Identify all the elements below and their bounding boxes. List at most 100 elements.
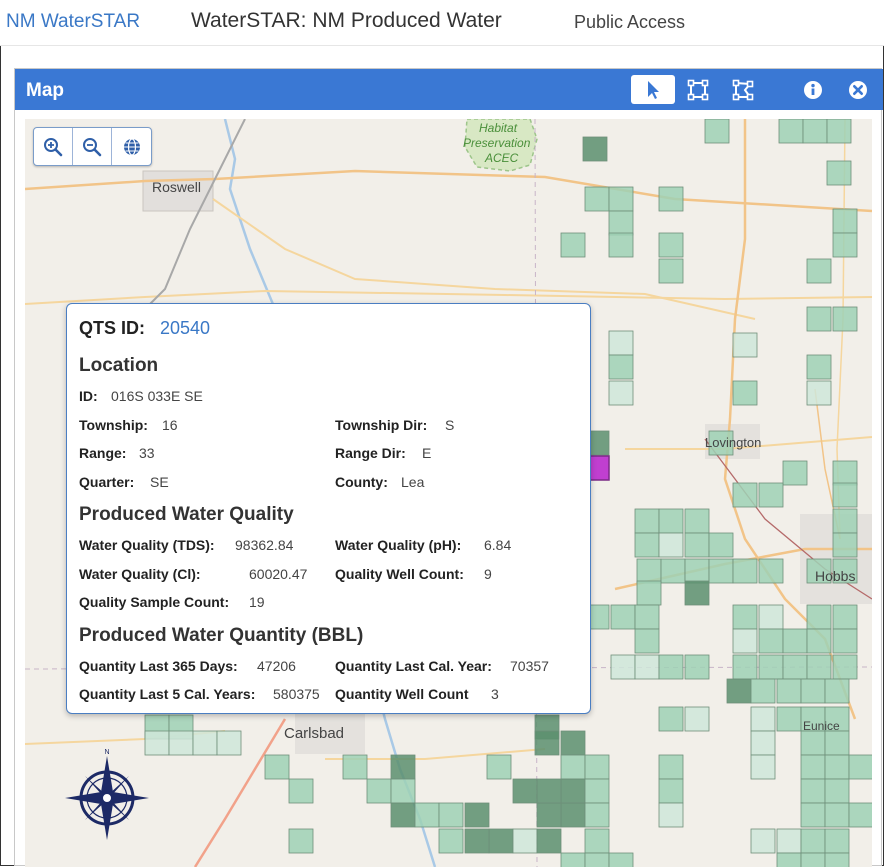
qts-cell[interactable] [658, 232, 684, 258]
qts-cell[interactable] [584, 852, 610, 867]
qts-cell[interactable] [778, 119, 804, 144]
qts-cell[interactable] [660, 558, 686, 584]
zoom-in-button[interactable] [34, 128, 73, 165]
info-button[interactable] [791, 75, 835, 104]
qts-cell[interactable] [806, 354, 832, 380]
qts-cell[interactable] [288, 828, 314, 854]
qts-cell[interactable] [608, 354, 634, 380]
qts-cell[interactable] [758, 654, 784, 680]
qts-cell[interactable] [758, 558, 784, 584]
qts-cell[interactable] [390, 802, 416, 828]
qts-cell[interactable] [658, 654, 684, 680]
qts-cell[interactable] [634, 654, 660, 680]
qts-cell[interactable] [658, 258, 684, 284]
qts-cell[interactable] [658, 778, 684, 804]
qts-cell[interactable] [658, 802, 684, 828]
qts-cell[interactable] [782, 460, 808, 486]
qts-cell[interactable] [824, 778, 850, 804]
qts-cell[interactable] [608, 210, 634, 236]
qts-cell[interactable] [708, 558, 734, 584]
qts-cell[interactable] [560, 730, 586, 756]
map-canvas[interactable]: Roswell Habitat Preservation ACEC Loving… [25, 119, 872, 867]
qts-cell[interactable] [560, 754, 586, 780]
qts-cell[interactable] [288, 778, 314, 804]
qts-cell[interactable] [732, 604, 758, 630]
qts-cell[interactable] [684, 558, 710, 584]
rectangle-select-button[interactable] [676, 75, 720, 104]
qts-cell[interactable] [512, 828, 538, 854]
qts-cell[interactable] [750, 678, 776, 704]
qts-cell[interactable] [560, 232, 586, 258]
qts-cell[interactable] [608, 380, 634, 406]
qts-cell[interactable] [732, 482, 758, 508]
qts-cell[interactable] [758, 482, 784, 508]
qts-cell[interactable] [776, 828, 802, 854]
qts-cell[interactable] [584, 802, 610, 828]
qts-cell[interactable] [782, 654, 808, 680]
qts-cell[interactable] [414, 802, 440, 828]
qts-cell[interactable] [584, 828, 610, 854]
polygon-select-button[interactable] [721, 75, 765, 104]
qts-cell[interactable] [800, 852, 826, 867]
qts-cell[interactable] [758, 604, 784, 630]
qts-cell[interactable] [658, 508, 684, 534]
qts-cell[interactable] [488, 828, 514, 854]
qts-cell[interactable] [512, 778, 538, 804]
qts-cell[interactable] [610, 604, 636, 630]
qts-cell[interactable] [824, 754, 850, 780]
qts-cell[interactable] [684, 580, 710, 606]
qts-cell[interactable] [800, 678, 826, 704]
qts-cell[interactable] [776, 678, 802, 704]
qts-cell[interactable] [832, 208, 858, 234]
qts-cell[interactable] [708, 430, 734, 456]
qts-cell[interactable] [366, 778, 392, 804]
qts-cell[interactable] [684, 706, 710, 732]
qts-cell[interactable] [806, 558, 832, 584]
qts-cell[interactable] [750, 730, 776, 756]
qts-cell[interactable] [732, 628, 758, 654]
qts-cell[interactable] [610, 654, 636, 680]
qts-cell[interactable] [824, 706, 850, 732]
qts-cell[interactable] [536, 828, 562, 854]
qts-cell[interactable] [608, 852, 634, 867]
select-tool-button[interactable] [631, 75, 675, 104]
qts-cell[interactable] [168, 730, 194, 756]
qts-cell[interactable] [800, 802, 826, 828]
qts-cell[interactable] [732, 558, 758, 584]
qts-cell[interactable] [732, 380, 758, 406]
qts-cell[interactable] [536, 778, 562, 804]
qts-cell[interactable] [848, 754, 872, 780]
qts-cell[interactable] [390, 754, 416, 780]
qts-cell[interactable] [806, 604, 832, 630]
qts-cell[interactable] [800, 754, 826, 780]
qts-cell[interactable] [390, 778, 416, 804]
qts-cell[interactable] [192, 730, 218, 756]
qts-cell[interactable] [726, 678, 752, 704]
close-button[interactable] [836, 75, 880, 104]
qts-cell[interactable] [832, 532, 858, 558]
qts-cell[interactable] [800, 778, 826, 804]
qts-cell[interactable] [486, 754, 512, 780]
qts-cell[interactable] [464, 802, 490, 828]
qts-cell[interactable] [684, 532, 710, 558]
qts-cell[interactable] [806, 380, 832, 406]
qts-cell[interactable] [800, 828, 826, 854]
qts-cell[interactable] [608, 232, 634, 258]
qts-cell[interactable] [824, 802, 850, 828]
qts-cell[interactable] [824, 678, 850, 704]
brand-link[interactable]: NM WaterSTAR [6, 11, 141, 32]
qts-cell[interactable] [534, 730, 560, 756]
qts-cell[interactable] [732, 654, 758, 680]
qts-cell[interactable] [704, 119, 730, 144]
qts-cell[interactable] [832, 654, 858, 680]
qts-cell[interactable] [560, 778, 586, 804]
qts-cell[interactable] [826, 119, 852, 144]
qts-cell[interactable] [634, 508, 660, 534]
qts-cell[interactable] [216, 730, 242, 756]
qts-cell[interactable] [802, 119, 828, 144]
qts-cell[interactable] [608, 186, 634, 212]
qts-cell[interactable] [658, 186, 684, 212]
qts-cell[interactable] [832, 460, 858, 486]
qts-cell[interactable] [582, 136, 608, 162]
full-extent-button[interactable] [112, 128, 151, 165]
